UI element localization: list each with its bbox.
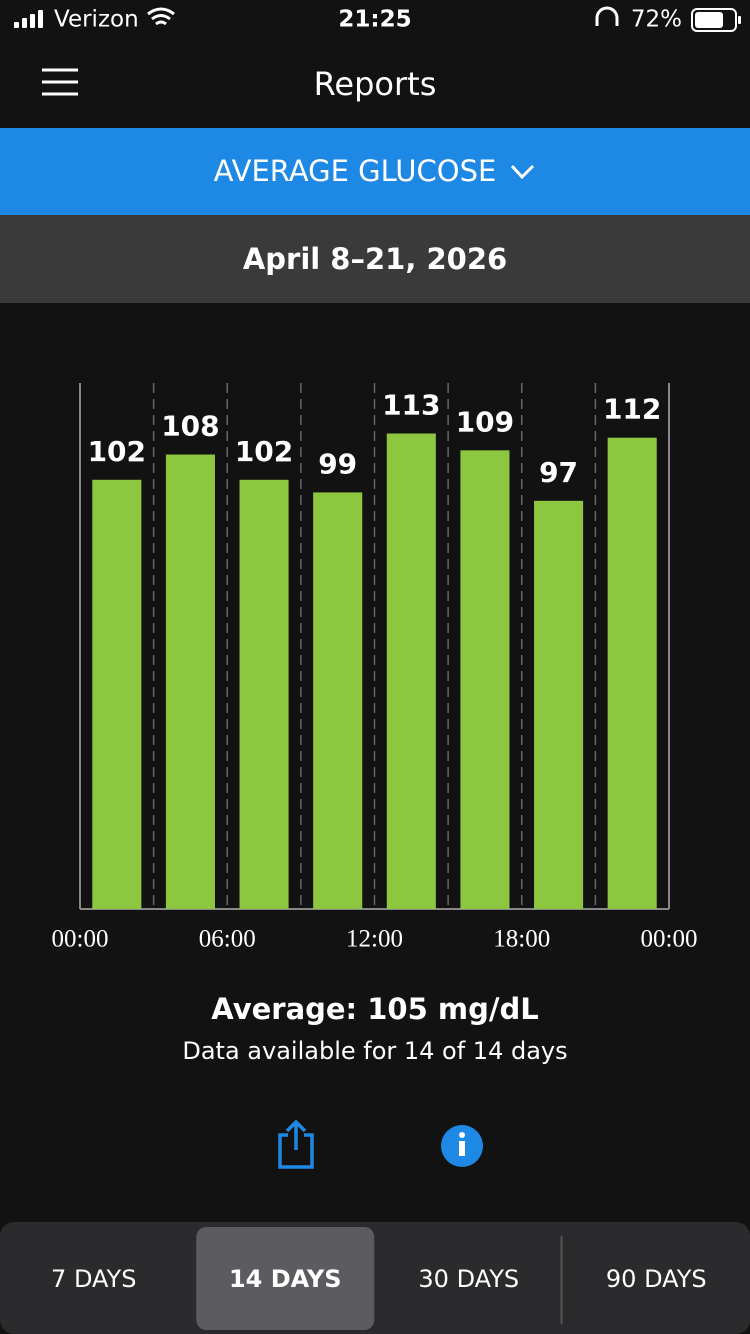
report-selector[interactable] (0, 128, 750, 215)
wifi-icon (147, 7, 175, 26)
x-tick-label: 00:00 (641, 926, 698, 953)
value-label: 97 (539, 456, 578, 489)
info-button[interactable] (441, 1125, 483, 1167)
tab[interactable]: 14 DAYS (229, 1265, 342, 1293)
tab[interactable]: 30 DAYS (418, 1265, 519, 1293)
bar (239, 479, 289, 909)
clock: 21:25 (338, 7, 411, 33)
date-bar (0, 215, 750, 303)
carrier: Verizon (54, 7, 139, 33)
menu-button[interactable] (42, 68, 78, 96)
dropdown-chevron[interactable] (510, 164, 535, 180)
headphones-icon (595, 6, 619, 26)
bar (92, 479, 142, 909)
x-tick-label: 06:00 (199, 926, 256, 953)
bar (460, 450, 510, 909)
date-range: April 8–21, 2026 (243, 242, 507, 276)
average: Average: 105 mg/dL (211, 992, 538, 1026)
bar (607, 437, 657, 909)
x-tick-label: 00:00 (52, 926, 109, 953)
x-tick-label: 18:00 (493, 926, 550, 953)
availability: Data available for 14 of 14 days (182, 1037, 567, 1065)
value-label: 112 (603, 393, 661, 426)
bar (534, 500, 584, 909)
report-selector-label[interactable]: AVERAGE GLUCOSE (214, 154, 497, 188)
signal-icon (14, 10, 43, 28)
share-button[interactable] (278, 1119, 314, 1169)
value-label: 99 (318, 447, 357, 480)
tabs: 7 DAYS 14 DAYS 30 DAYS 90 DAYS (51, 1227, 707, 1330)
x-tick-label: 12:00 (346, 926, 403, 953)
bar (386, 433, 436, 909)
value-label: 109 (456, 405, 514, 438)
value-label: 108 (161, 410, 219, 443)
chart: 00:00 06:00 12:00 18:00 00:00 102 108 102 99 113 1… (52, 383, 698, 953)
page-title: Reports (314, 65, 437, 103)
tab[interactable]: 7 DAYS (51, 1265, 136, 1293)
value-label: 113 (382, 388, 440, 421)
tab-selected-bg[interactable] (196, 1227, 375, 1330)
bar (313, 492, 363, 909)
battery-icon (691, 8, 741, 32)
top-bar (0, 0, 750, 128)
battery-percent: 72% (631, 7, 682, 33)
value-label: 102 (88, 435, 146, 468)
value-label: 102 (235, 435, 293, 468)
bar (165, 454, 215, 909)
tab[interactable]: 90 DAYS (606, 1265, 707, 1293)
